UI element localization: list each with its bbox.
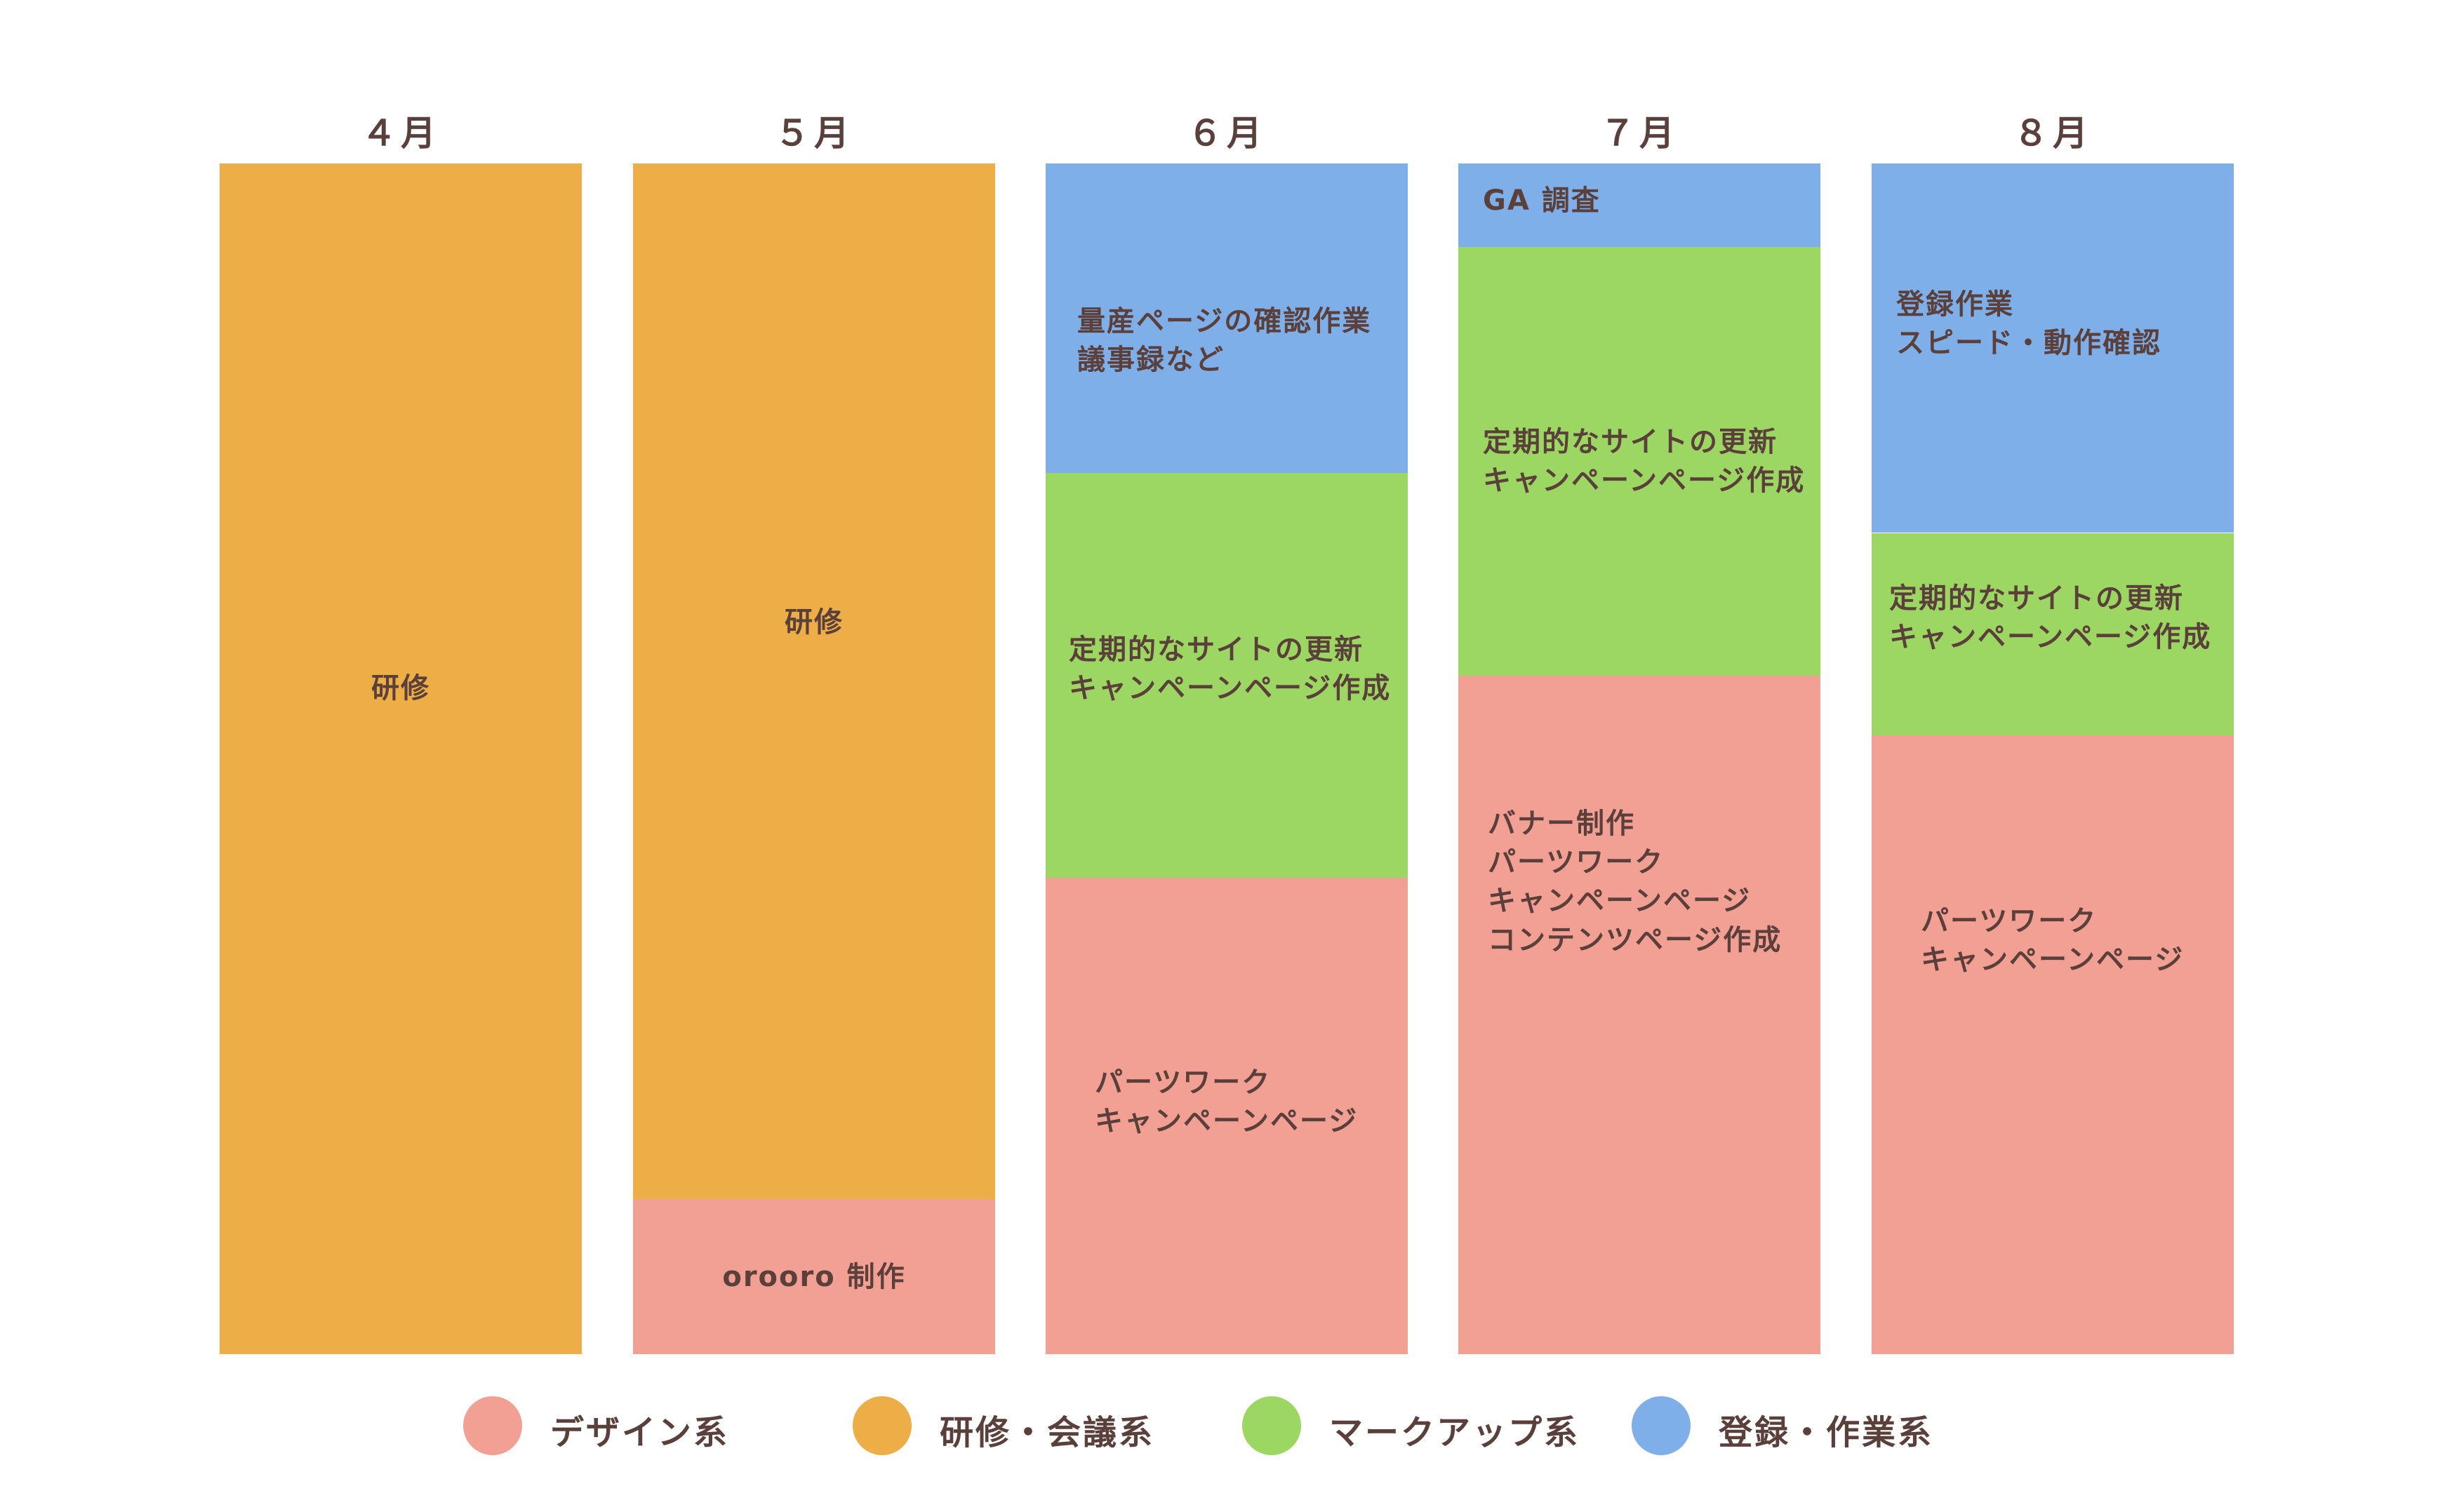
bar-segment-markup: 定期的なサイトの更新 キャンペーンページ作成 — [1872, 533, 2234, 735]
bar-segment-markup: 定期的なサイトの更新 キャンペーンページ作成 — [1458, 247, 1820, 676]
bar-segment-design: パーツワーク キャンペーンページ — [1872, 735, 2234, 1354]
month-label: ５月 — [775, 113, 853, 154]
segment-label: パーツワーク キャンペーンページ — [1095, 1066, 1359, 1138]
bar-segment-markup: 定期的なサイトの更新 キャンペーンページ作成 — [1046, 473, 1408, 878]
segment-label: パーツワーク キャンペーンページ — [1921, 905, 2185, 977]
month-label: ８月 — [2013, 113, 2092, 154]
month-column: orooro 制作 研修 — [633, 163, 995, 1354]
segment-label: 量産ページの確認作業 議事録など — [1077, 305, 1372, 377]
legend-dot-register — [1632, 1396, 1691, 1455]
segment-label: 登録作業 スピード・動作確認 — [1896, 288, 2161, 360]
legend-label-design: デザイン系 — [550, 1413, 730, 1452]
chart-legend: デザイン系 研修・会議系 マークアップ系 登録・作業系 — [0, 1389, 2445, 1459]
bar-segment-training: 研修 — [220, 163, 582, 1354]
month-column: パーツワーク キャンペーンページ 定期的なサイトの更新 キャンペーンページ作成 量産… — [1046, 163, 1408, 1354]
segment-label: 研修 — [785, 606, 844, 638]
month-label: ４月 — [361, 113, 440, 154]
segment-label: 定期的なサイトの更新 キャンペーンページ作成 — [1069, 634, 1392, 705]
month-label: ６月 — [1187, 113, 1266, 154]
bar-segment-design: orooro 制作 — [633, 1199, 995, 1354]
bar-segment-training: 研修 — [633, 163, 995, 1199]
segment-label: orooro 制作 — [722, 1261, 906, 1293]
legend-dot-markup — [1242, 1396, 1301, 1455]
legend-dot-design — [463, 1396, 522, 1455]
month-column: パーツワーク キャンペーンページ 定期的なサイトの更新 キャンペーンページ作成 登録… — [1872, 163, 2234, 1354]
segment-label: 定期的なサイトの更新 キャンペーンページ作成 — [1483, 426, 1806, 497]
month-column: バナー制作 パーツワーク キャンペーンページ コンテンツページ作成 定期的なサイト… — [1458, 163, 1820, 1354]
month-label: ７月 — [1600, 113, 1679, 154]
bar-segment-design: パーツワーク キャンペーンページ — [1046, 878, 1408, 1354]
bar-segment-design: バナー制作 パーツワーク キャンペーンページ コンテンツページ作成 — [1458, 676, 1820, 1354]
bar-segment-register: 登録作業 スピード・動作確認 — [1872, 163, 2234, 533]
segment-label: 定期的なサイトの更新 キャンペーンページ作成 — [1889, 582, 2212, 654]
legend-label-register: 登録・作業系 — [1719, 1413, 1934, 1452]
legend-label-training: 研修・会議系 — [940, 1413, 1155, 1452]
segment-label: バナー制作 パーツワーク キャンペーンページ コンテンツページ作成 — [1488, 808, 1783, 956]
segment-label: GA 調査 — [1483, 185, 1601, 217]
month-column: 研修 — [220, 163, 582, 1354]
legend-dot-training — [853, 1396, 912, 1455]
bar-segment-register: GA 調査 — [1458, 163, 1820, 247]
segment-label: 研修 — [371, 672, 430, 704]
bar-segment-register: 量産ページの確認作業 議事録など — [1046, 163, 1408, 473]
legend-label-markup: マークアップ系 — [1329, 1413, 1580, 1452]
